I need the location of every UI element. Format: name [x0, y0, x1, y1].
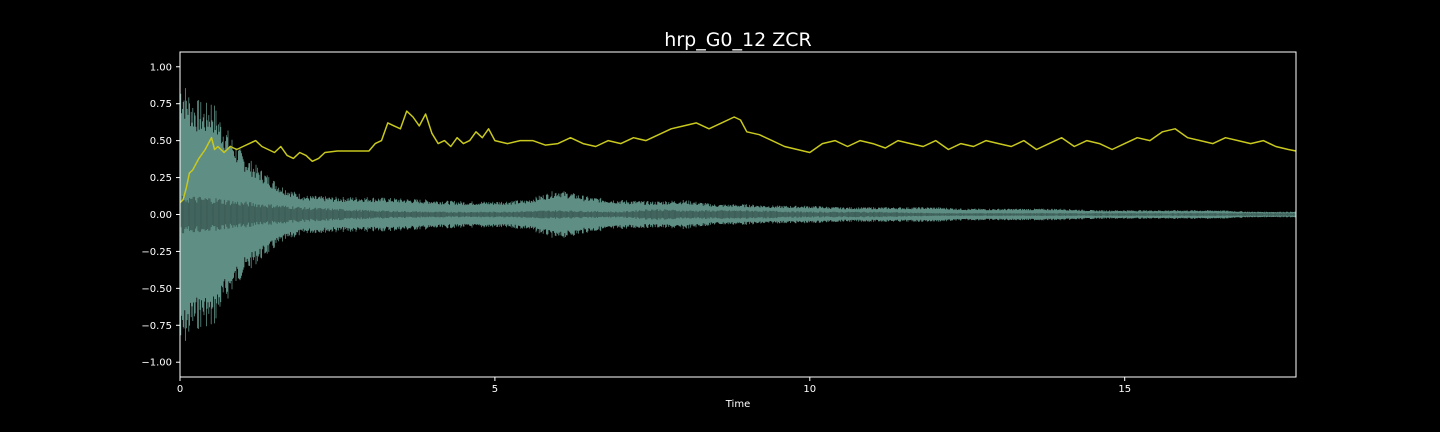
y-tick-label: 0.75 [150, 99, 172, 110]
y-tick-label: −0.25 [141, 247, 172, 258]
chart-title: hrp_G0_12 ZCR [664, 29, 811, 51]
y-tick-label: 0.25 [150, 173, 172, 184]
y-axis-ticks: 1.00 0.75 0.50 0.25 0.00 −0.25 −0.50 −0.75 −1.00 [141, 62, 180, 369]
x-axis-label: Time [725, 399, 750, 410]
x-tick-label: 5 [492, 384, 498, 395]
x-axis-ticks: 0 5 10 15 [177, 377, 1131, 395]
x-tick-label: 15 [1118, 384, 1131, 395]
zcr-series-line [179, 110, 1297, 204]
x-tick-label: 10 [803, 384, 816, 395]
zcr-layer [179, 110, 1297, 204]
x-tick-label: 0 [177, 384, 183, 395]
y-tick-label: −1.00 [141, 358, 172, 369]
y-tick-label: 1.00 [150, 62, 172, 73]
y-tick-label: 0.50 [150, 136, 172, 147]
y-tick-label: 0.00 [150, 210, 172, 221]
y-tick-label: −0.75 [141, 321, 172, 332]
y-tick-label: −0.50 [141, 284, 172, 295]
